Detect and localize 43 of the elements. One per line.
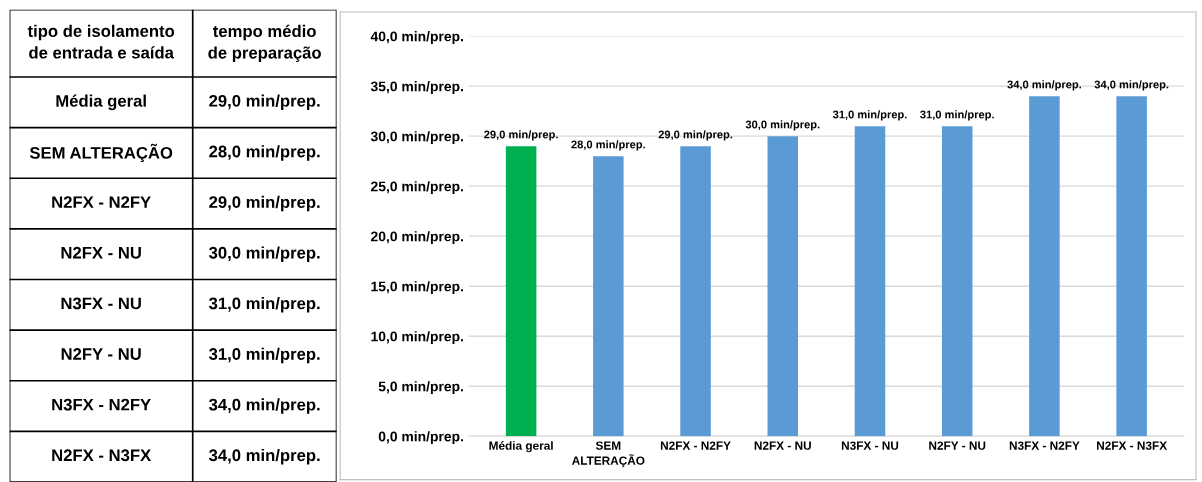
y-tick-label: 40,0 min/prep.: [370, 31, 463, 45]
x-tick-label: N2FX - N3FX: [1097, 441, 1167, 450]
category-label: N2FY - NU: [61, 348, 141, 360]
text: 28,0 min/prep.: [209, 145, 320, 161]
y-tick-label: 25,0 min/prep.: [371, 181, 463, 195]
y-tick-label: 10,0 min/prep.: [371, 331, 463, 345]
text: 34,0 min/prep.: [208, 398, 320, 414]
y-tick-label: 15,0 min/prep.: [371, 281, 463, 295]
data-label: 28,0 min/prep.: [571, 140, 645, 151]
category-label: Média geral: [56, 94, 146, 111]
category-label: N2FX - NU: [61, 246, 141, 259]
text: 31,0 min/prep.: [208, 347, 320, 364]
x-tick-label: N2FY - NU: [929, 441, 986, 450]
x-tick-label: Média geral: [489, 441, 553, 453]
data-label: 31,0 min/prep.: [832, 110, 907, 121]
x-tick-label: N3FX - N2FY: [1009, 441, 1080, 450]
category-label: N2FX - N2FY: [52, 196, 151, 208]
data-label: 29,0 min/prep.: [658, 130, 733, 141]
text: tempo médio de preparação: [208, 24, 321, 62]
text: 30,0 min/prep.: [208, 246, 320, 262]
category-label: N3FX - N2FY: [52, 398, 151, 411]
y-tick-label: 30,0 min/prep.: [370, 131, 463, 145]
category-label: N2FX - N3FX: [52, 449, 152, 462]
y-tick-label: 5,0 min/prep.: [378, 381, 463, 395]
y-tick-label: 35,0 min/prep.: [370, 81, 463, 95]
text: tipo de isolamento de entrada e saída: [27, 24, 175, 59]
text: 31,0 min/prep.: [208, 297, 320, 313]
y-tick-label: 0,0 min/prep.: [378, 431, 463, 445]
x-tick-label: N2FX - NU: [754, 441, 811, 450]
data-label: 34,0 min/prep.: [1007, 80, 1082, 91]
data-label: 30,0 min/prep.: [745, 120, 820, 131]
category-label: N3FX - NU: [61, 297, 141, 310]
x-tick-label: SEM ALTERAÇÃO: [572, 441, 645, 468]
category-label: SEM ALTERAÇÃO: [29, 143, 173, 163]
data-label: 31,0 min/prep.: [920, 110, 994, 121]
data-label: 29,0 min/prep.: [484, 130, 558, 141]
text: 29,0 min/prep.: [209, 195, 320, 212]
y-tick-label: 20,0 min/prep.: [371, 231, 463, 245]
text: 34,0 min/prep.: [208, 448, 320, 465]
x-tick-label: N2FX - N2FY: [660, 441, 731, 450]
data-label: 34,0 min/prep.: [1094, 80, 1169, 91]
x-tick-label: N3FX - NU: [841, 441, 899, 450]
text: 29,0 min/prep.: [209, 94, 320, 111]
